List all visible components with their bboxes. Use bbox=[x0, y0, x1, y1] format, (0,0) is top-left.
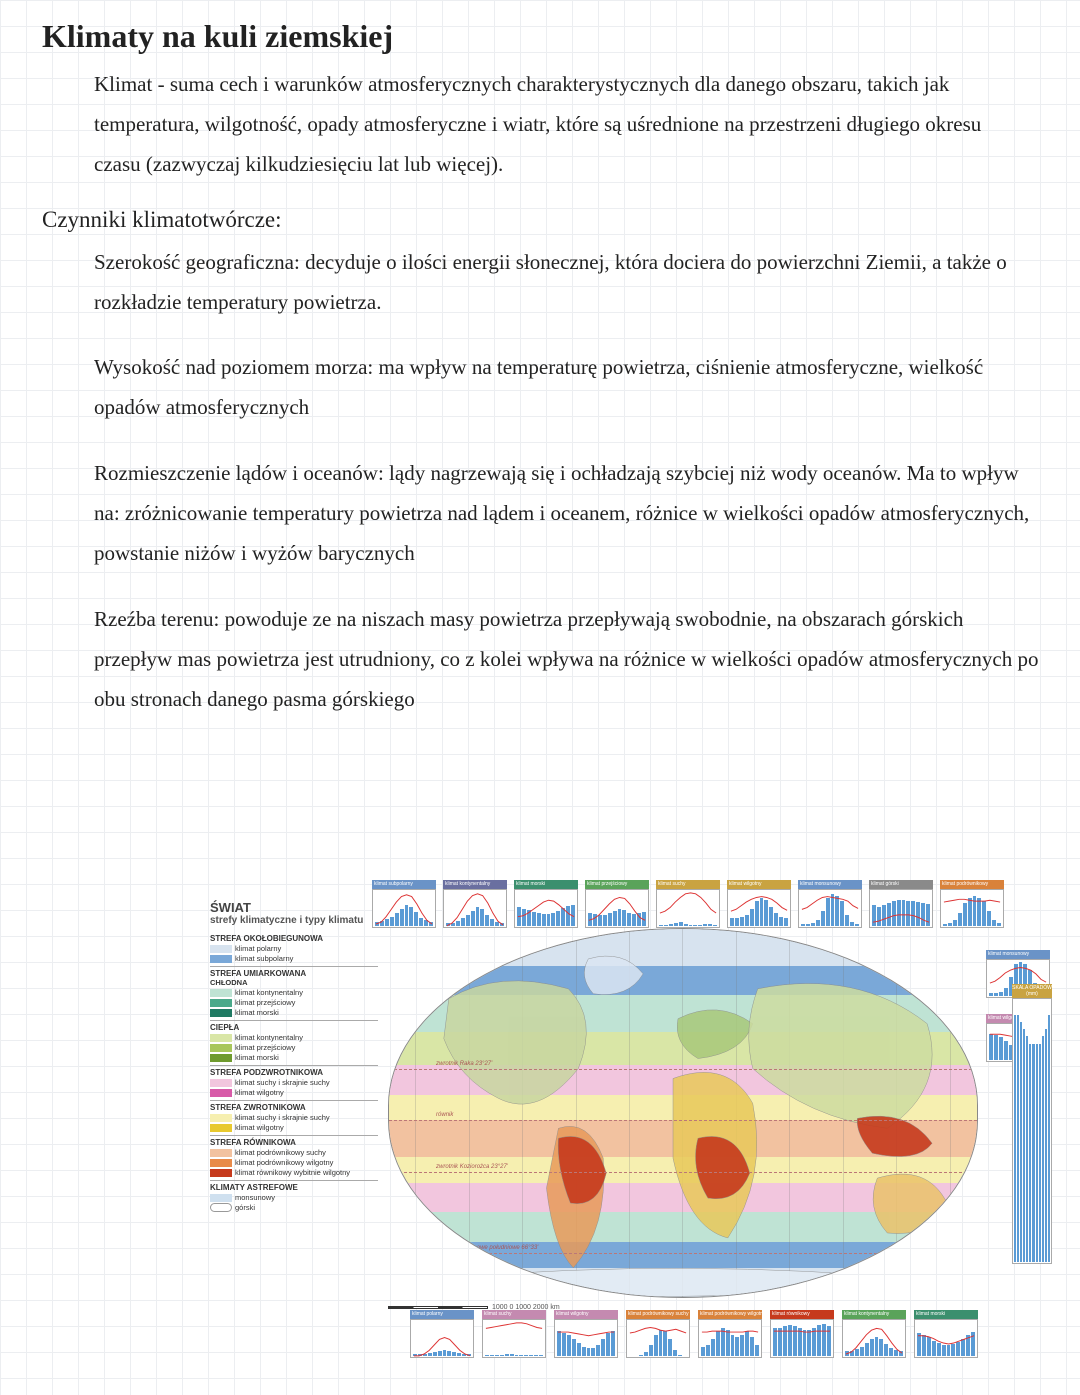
climograph: klimat podrównikowy suchy bbox=[626, 1310, 690, 1358]
legend: STREFA OKOŁOBIEGUNOWAklimat polarnyklima… bbox=[210, 932, 378, 1212]
legend-item: klimat przejściowy bbox=[210, 1043, 378, 1052]
page-content: Klimaty na kuli ziemskiej Klimat - suma … bbox=[0, 0, 1080, 720]
climograph: klimat monsunowy bbox=[798, 880, 862, 928]
continents bbox=[389, 929, 977, 1298]
climograph: klimat polarny bbox=[410, 1310, 474, 1358]
legend-item: klimat morski bbox=[210, 1008, 378, 1017]
legend-item: klimat przejściowy bbox=[210, 998, 378, 1007]
tropic-line: zwrotnik Raka 23°27' bbox=[389, 1069, 977, 1070]
legend-zone-heading: STREFA OKOŁOBIEGUNOWA bbox=[210, 932, 378, 943]
legend-zone-heading: STREFA ZWROTNIKOWA bbox=[210, 1100, 378, 1112]
world-map: zwrotnik Raka 23°27' równik zwrotnik Kozio… bbox=[388, 928, 978, 1298]
climograph: klimat kontynentalny bbox=[443, 880, 507, 928]
tropic-line: koło podbiegunowe południowe 66°33' bbox=[389, 1253, 977, 1254]
legend-item: klimat kontynentalny bbox=[210, 988, 378, 997]
climate-map-figure: ŚWIAT strefy klimatyczne i typy klimatu … bbox=[210, 900, 1050, 1380]
legend-item: klimat wilgotny bbox=[210, 1088, 378, 1097]
legend-item: klimat morski bbox=[210, 1053, 378, 1062]
factor-item: Szerokość geograficzna: decyduje o ilośc… bbox=[94, 243, 1036, 323]
legend-item: klimat suchy i skrajnie suchy bbox=[210, 1078, 378, 1087]
climograph: klimat morski bbox=[514, 880, 578, 928]
legend-item: klimat równikowy wybitnie wilgotny bbox=[210, 1168, 378, 1177]
legend-zone-heading: CIEPŁA bbox=[210, 1020, 378, 1032]
legend-item: klimat podrównikowy suchy bbox=[210, 1148, 378, 1157]
climograph: klimat subpolarny bbox=[372, 880, 436, 928]
legend-zone-heading: STREFA PODZWROTNIKOWA bbox=[210, 1065, 378, 1077]
climograph: klimat wilgotny bbox=[727, 880, 791, 928]
factors-heading: Czynniki klimatotwórcze: bbox=[42, 207, 1044, 233]
climograph: klimat kontynentalny bbox=[842, 1310, 906, 1358]
tropic-line: zwrotnik Koziorożca 23°27' bbox=[389, 1172, 977, 1173]
legend-item: klimat suchy i skrajnie suchy bbox=[210, 1113, 378, 1122]
climograph: klimat wilgotny bbox=[554, 1310, 618, 1358]
factor-item: Rozmieszczenie lądów i oceanów: lądy nag… bbox=[94, 454, 1044, 574]
tropic-line: równik bbox=[389, 1120, 977, 1121]
legend-item: klimat polarny bbox=[210, 944, 378, 953]
factor-item: Rzeźba terenu: powoduje ze na niszach ma… bbox=[94, 600, 1044, 720]
legend-item: górski bbox=[210, 1203, 378, 1212]
legend-item: klimat subpolarny bbox=[210, 954, 378, 963]
climograph: klimat suchy bbox=[656, 880, 720, 928]
climograph: klimat przejściowy bbox=[585, 880, 649, 928]
page-title: Klimaty na kuli ziemskiej bbox=[42, 18, 1044, 55]
climograph: klimat górski bbox=[869, 880, 933, 928]
legend-zone-heading: STREFA UMIARKOWANA bbox=[210, 966, 378, 978]
climograph: klimat morski bbox=[914, 1310, 978, 1358]
climograph: klimat podrównikowy wilgotny bbox=[698, 1310, 762, 1358]
legend-item: monsunowy bbox=[210, 1193, 378, 1202]
legend-zone-heading: STREFA RÓWNIKOWA bbox=[210, 1135, 378, 1147]
legend-item: klimat kontynentalny bbox=[210, 1033, 378, 1042]
factor-item: Wysokość nad poziomem morza: ma wpływ na… bbox=[94, 348, 1036, 428]
climograph: klimat suchy bbox=[482, 1310, 546, 1358]
precip-scale-strip: SKALA OPADÓW (mm) bbox=[1012, 984, 1052, 1264]
legend-item: klimat podrównikowy wilgotny bbox=[210, 1158, 378, 1167]
legend-item: klimat wilgotny bbox=[210, 1123, 378, 1132]
climograph: klimat równikowy bbox=[770, 1310, 834, 1358]
globe: zwrotnik Raka 23°27' równik zwrotnik Kozio… bbox=[388, 928, 978, 1298]
climograph: klimat podrównikowy bbox=[940, 880, 1004, 928]
definition-paragraph: Klimat - suma cech i warunków atmosferyc… bbox=[94, 65, 1024, 185]
